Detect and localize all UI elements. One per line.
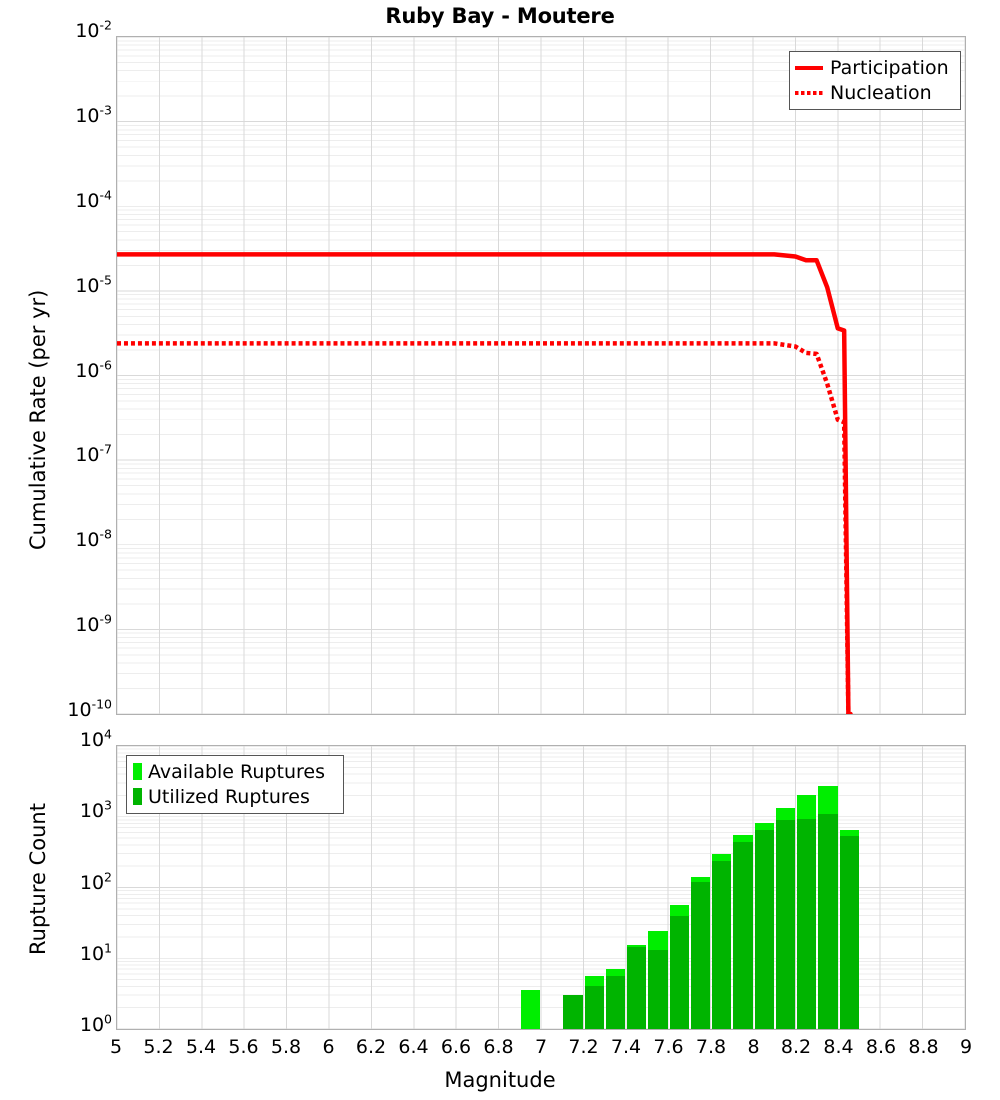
- bottom-panel-rupture-count-plot: [116, 745, 966, 1030]
- series-nucleation: [117, 341, 851, 714]
- top-panel-data-curves: [117, 252, 853, 714]
- bottom-panel-bars: [117, 746, 965, 1029]
- y-tick-label: 10-10: [67, 696, 112, 721]
- rupture-count-bar: [605, 968, 625, 1029]
- y-tick-label: 10-6: [75, 357, 112, 382]
- bar-segment-utilized: [797, 818, 817, 1029]
- bar-segment-utilized: [818, 813, 838, 1029]
- bar-segment-utilized: [627, 947, 647, 1029]
- rupture-count-bar: [563, 995, 583, 1029]
- rupture-count-bar: [712, 854, 732, 1029]
- x-tick-label: 6.6: [440, 1036, 472, 1058]
- top-panel-y-tick-labels: 10-2 10-3 10-4 10-5 10-6 10-7 10-8 10-9 10-10: [0, 0, 112, 1100]
- y-tick-label: 101: [79, 940, 112, 965]
- x-tick-label: 5.6: [228, 1036, 259, 1058]
- bar-segment-utilized: [839, 836, 859, 1029]
- legend-label: Available Ruptures: [148, 760, 325, 783]
- top-panel-gridlines: [117, 37, 965, 714]
- y-tick-label: 10-8: [75, 526, 112, 552]
- x-tick-label: 7: [534, 1036, 548, 1058]
- color-swatch-icon: [133, 788, 142, 805]
- x-axis-label: Magnitude: [444, 1068, 556, 1092]
- y-tick-label: 104: [79, 726, 112, 751]
- x-tick-label: 7.2: [568, 1036, 599, 1058]
- bottom-panel-legend: Available Ruptures Utilized Ruptures: [126, 755, 344, 814]
- top-panel-legend: Participation Nucleation: [789, 51, 961, 110]
- top-panel-cumulative-rate-plot: [116, 36, 966, 715]
- color-swatch-icon: [133, 763, 142, 780]
- x-tick-label: 6: [322, 1036, 335, 1058]
- rupture-count-bar: [839, 830, 859, 1029]
- rupture-count-bar: [627, 945, 647, 1029]
- bar-segment-utilized: [669, 916, 689, 1029]
- series-participation: [117, 252, 853, 714]
- x-tick-label: 5.2: [143, 1036, 174, 1058]
- bar-segment-utilized: [605, 976, 625, 1029]
- x-tick-label: 6.2: [355, 1036, 387, 1058]
- rupture-count-bar: [520, 990, 540, 1029]
- y-tick-label: 10-3: [75, 102, 112, 127]
- x-tick-label: 8: [747, 1036, 760, 1058]
- rupture-count-bar: [797, 794, 817, 1029]
- x-tick-label: 5: [109, 1036, 123, 1058]
- bar-segment-available: [520, 990, 540, 1029]
- bottom-panel-y-tick-labels: 104 103 102 101 100: [0, 0, 112, 1100]
- legend-entry: Participation: [795, 55, 954, 80]
- bar-segment-utilized: [690, 882, 710, 1029]
- rupture-count-bar: [733, 834, 753, 1029]
- y-tick-label: 10-2: [75, 17, 112, 42]
- bar-segment-utilized: [584, 986, 604, 1029]
- x-tick-label: 8.8: [908, 1036, 939, 1058]
- x-tick-label: 5.8: [270, 1036, 302, 1058]
- bar-segment-utilized: [648, 949, 668, 1029]
- rupture-count-bar: [775, 808, 795, 1029]
- legend-label: Utilized Ruptures: [148, 785, 310, 808]
- x-tick-label: 6.4: [398, 1036, 429, 1058]
- x-tick-label: 8.4: [823, 1036, 854, 1058]
- legend-entry: Nucleation: [795, 80, 954, 105]
- x-tick-label: 6.8: [483, 1036, 514, 1058]
- x-tick-label: 5.4: [185, 1036, 217, 1058]
- x-tick-label: 9: [959, 1036, 973, 1058]
- y-tick-label: 100: [79, 1011, 112, 1036]
- y-tick-label: 103: [79, 797, 112, 823]
- bar-segment-utilized: [775, 819, 795, 1029]
- bar-segment-utilized: [733, 842, 753, 1029]
- chart-title: Ruby Bay - Moutere: [385, 4, 615, 28]
- rupture-count-bar: [818, 786, 838, 1029]
- x-tick-label: 8.2: [780, 1036, 812, 1058]
- bar-segment-utilized: [754, 830, 774, 1029]
- x-tick-label: 7.8: [695, 1036, 727, 1058]
- y-tick-label: 10-7: [75, 442, 112, 467]
- y-tick-label: 102: [79, 869, 112, 894]
- x-tick-label: 7.6: [653, 1036, 684, 1058]
- bar-segment-utilized: [563, 995, 583, 1029]
- dotted-line-icon: [795, 90, 823, 95]
- y-tick-label: 10-4: [75, 187, 112, 212]
- bar-segment-utilized: [712, 861, 732, 1029]
- legend-label: Participation: [830, 56, 949, 79]
- rupture-count-bar: [690, 877, 710, 1029]
- rupture-count-bar: [648, 930, 668, 1029]
- x-tick-label: 8.6: [865, 1036, 897, 1058]
- solid-line-icon: [795, 65, 823, 70]
- rupture-count-bar: [754, 822, 774, 1029]
- y-tick-label: 10-5: [75, 272, 112, 297]
- x-tick-label: 7.4: [610, 1036, 642, 1058]
- y-tick-label: 10-9: [75, 611, 112, 637]
- rupture-count-bar: [584, 976, 604, 1029]
- legend-entry: Available Ruptures: [132, 759, 337, 784]
- rupture-count-bar: [669, 905, 689, 1029]
- legend-entry: Utilized Ruptures: [132, 784, 337, 809]
- legend-label: Nucleation: [830, 81, 932, 104]
